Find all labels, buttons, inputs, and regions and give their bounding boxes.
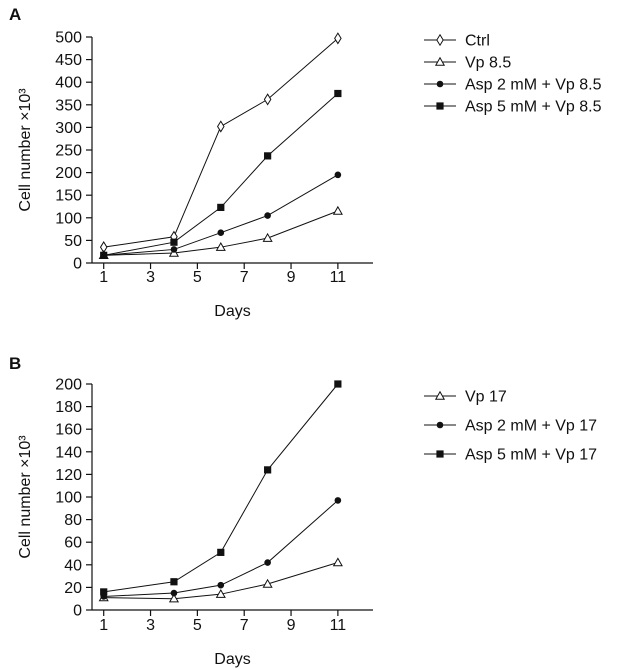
series-ctrl-line xyxy=(103,37,339,248)
y-tick-label: 350 xyxy=(55,97,82,114)
y-tick-label: 60 xyxy=(64,535,82,552)
series-vp-17-point xyxy=(168,593,180,603)
y-tick-label: 200 xyxy=(55,377,82,394)
legend-label: Asp 5 mM + Vp 17 xyxy=(465,447,597,464)
x-tick-label: 5 xyxy=(193,269,202,286)
legend-marker xyxy=(436,450,444,458)
x-tick-label: 1 xyxy=(99,269,108,286)
y-tick-label: 300 xyxy=(55,120,82,137)
x-tick-label: 9 xyxy=(287,617,296,634)
series-asp-2-mm-vp-8-5-point xyxy=(334,171,342,179)
panel-b-label: B xyxy=(9,354,21,373)
legend-item-asp-5-mm-vp-8-5: Asp 5 mM + Vp 8.5 xyxy=(424,99,602,116)
series-asp-5-mm-vp-17-point xyxy=(217,548,225,556)
x-tick-label: 11 xyxy=(330,269,347,286)
legend-item-vp-17: Vp 17 xyxy=(424,389,507,406)
series-asp-5-mm-vp-8-5-point xyxy=(334,89,342,98)
legend-label: Asp 5 mM + Vp 8.5 xyxy=(465,99,602,116)
series-asp-2-mm-vp-8-5-point xyxy=(217,229,225,237)
y-tick-label: 80 xyxy=(64,512,82,529)
series-asp-2-mm-vp-8-5-point xyxy=(264,212,271,219)
legend-item-asp-2-mm-vp-17: Asp 2 mM + Vp 17 xyxy=(424,418,597,435)
y-tick-label: 100 xyxy=(55,490,82,507)
series-asp-5-mm-vp-8-5-point xyxy=(264,152,272,160)
series-vp-17-point xyxy=(332,557,343,567)
legend-label: Asp 2 mM + Vp 17 xyxy=(465,418,597,435)
legend-label: Vp 8.5 xyxy=(465,55,511,72)
y-tick-label: 140 xyxy=(55,444,82,461)
x-tick-label: 5 xyxy=(193,617,202,634)
series-ctrl-point xyxy=(334,32,342,45)
panel-b: B 0 20 40 60 80 100 120 140 160 180 200 1 3 5 7 9 11 Days C… xyxy=(9,354,597,668)
series-asp-5-mm-vp-17-point xyxy=(264,466,272,474)
y-tick-label: 450 xyxy=(55,52,82,69)
x-axis-label: Days xyxy=(214,303,250,320)
legend-label: Ctrl xyxy=(465,33,490,50)
x-tick-label: 11 xyxy=(330,617,347,634)
y-tick-label: 0 xyxy=(73,256,82,273)
legend-item-asp-2-mm-vp-8-5: Asp 2 mM + Vp 8.5 xyxy=(424,77,602,94)
legend-label: Vp 17 xyxy=(465,389,507,406)
legend-item-asp-5-mm-vp-17: Asp 5 mM + Vp 17 xyxy=(424,447,597,464)
series-vp-8-5-point xyxy=(332,205,343,215)
y-tick-label: 50 xyxy=(64,233,82,250)
series-asp-5-mm-vp-8-5-point xyxy=(170,238,178,246)
x-tick-label: 7 xyxy=(240,617,249,634)
series-asp-2-mm-vp-8-5-point xyxy=(170,246,178,253)
legend-marker xyxy=(436,33,444,47)
y-tick-label: 180 xyxy=(55,399,82,416)
y-tick-label: 100 xyxy=(55,210,82,227)
y-tick-label: 0 xyxy=(73,603,82,620)
legend-label: Asp 2 mM + Vp 8.5 xyxy=(465,77,602,94)
y-tick-label: 20 xyxy=(64,580,82,597)
x-tick-label: 1 xyxy=(99,617,108,634)
y-axis-label: Cell number ×10³ xyxy=(17,88,34,212)
legend-item-vp-8-5: Vp 8.5 xyxy=(424,55,511,72)
x-axis-label: Days xyxy=(214,651,250,668)
y-tick-label: 120 xyxy=(55,467,82,484)
x-tick-label: 7 xyxy=(240,269,249,286)
y-tick-label: 250 xyxy=(55,143,82,160)
series-asp-5-mm-vp-17-point xyxy=(100,588,108,596)
panel-a-label: A xyxy=(9,5,21,24)
series-ctrl-point xyxy=(217,120,225,133)
series-ctrl-point xyxy=(263,93,272,106)
series-asp-2-mm-vp-17-point xyxy=(170,589,178,597)
x-tick-label: 3 xyxy=(146,617,155,634)
series-asp-2-mm-vp-17-point xyxy=(264,559,271,566)
series-asp-5-mm-vp-8-5-point xyxy=(217,203,225,212)
series-vp-8-5-point xyxy=(262,232,273,242)
legend-marker xyxy=(434,56,446,66)
series-asp-5-mm-vp-17-line xyxy=(103,383,339,593)
panel-a: A 0 50 100 150 200 250 300 350 400 450 500 1 3 5 7 9 11 Da… xyxy=(9,5,602,320)
series-vp-17-point xyxy=(215,588,226,598)
legend-marker xyxy=(434,390,446,400)
y-axis-label: Cell number ×10³ xyxy=(17,435,34,559)
x-tick-label: 9 xyxy=(287,269,296,286)
legend-marker xyxy=(436,102,444,110)
legend-marker xyxy=(436,421,444,429)
series-asp-5-mm-vp-17-point xyxy=(334,380,342,388)
y-tick-label: 200 xyxy=(55,165,82,182)
y-tick-label: 400 xyxy=(55,75,82,92)
y-tick-label: 150 xyxy=(55,188,82,205)
x-tick-label: 3 xyxy=(146,269,155,286)
y-tick-label: 160 xyxy=(55,422,82,439)
series-asp-2-mm-vp-17-point xyxy=(334,497,342,504)
series-vp-8-5-point xyxy=(215,241,226,251)
y-tick-label: 500 xyxy=(55,30,82,47)
y-tick-label: 40 xyxy=(64,557,82,574)
series-asp-5-mm-vp-17-point xyxy=(170,578,178,586)
series-asp-5-mm-vp-8-5-point xyxy=(100,251,108,259)
legend-item-ctrl: Ctrl xyxy=(424,33,490,50)
series-asp-2-mm-vp-17-point xyxy=(217,581,225,589)
series-vp-17-point xyxy=(262,578,273,588)
legend-marker xyxy=(436,80,444,88)
